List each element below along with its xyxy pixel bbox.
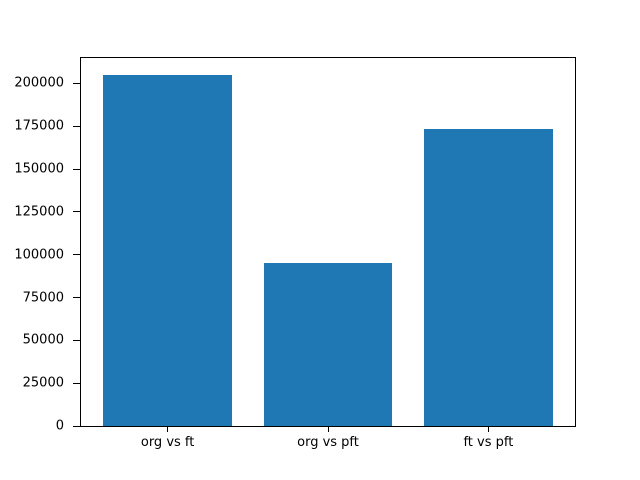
y-axis-tick-label: 100000 [14, 247, 64, 263]
x-tick-mark [327, 426, 329, 432]
y-tick-mark [73, 211, 81, 213]
y-tick-mark [73, 82, 81, 84]
x-axis-tick-label: org vs pft [297, 435, 359, 450]
y-axis-tick-label: 0 [55, 418, 64, 434]
y-axis-tick-label: 150000 [14, 161, 64, 177]
y-tick-mark [73, 425, 81, 427]
y-tick-mark [73, 382, 81, 384]
y-tick-mark [73, 125, 81, 127]
y-tick-mark [73, 297, 81, 299]
y-axis-tick-label: 25000 [22, 375, 64, 391]
y-tick-mark [73, 254, 81, 256]
y-tick-mark [73, 168, 81, 170]
bar-ft-vs-pft [424, 129, 553, 426]
y-axis-tick-label: 175000 [14, 118, 64, 134]
x-axis-tick-label: ft vs pft [463, 435, 514, 450]
y-axis-tick-label: 200000 [14, 75, 64, 91]
x-axis-tick-label: org vs ft [140, 435, 195, 450]
y-tick-mark [73, 339, 81, 341]
x-tick-mark [167, 426, 169, 432]
bar-org-vs-ft [103, 75, 232, 426]
x-tick-mark [487, 426, 489, 432]
y-axis-tick-label: 75000 [22, 290, 64, 306]
plot-area: 0 25000 50000 75000 100000 125000 150000 175000… [14, 57, 576, 450]
y-axis-tick-label: 50000 [22, 332, 64, 348]
bar-org-vs-pft [263, 263, 393, 426]
y-axis-tick-label: 125000 [14, 204, 64, 220]
